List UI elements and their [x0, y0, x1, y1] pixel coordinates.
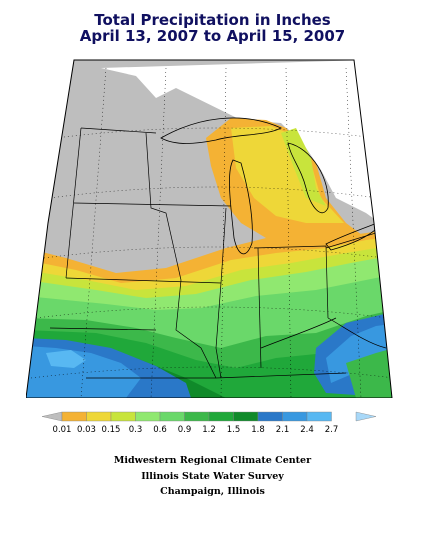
- legend-swatch: [208, 411, 234, 422]
- legend-labels: 0.01 0.03 0.15 0.3 0.6 0.9 1.2 1.5 1.8 2.1 2.4 2.7: [53, 425, 339, 435]
- legend-label: 1.5: [227, 425, 241, 435]
- legend-label: 0.9: [178, 425, 192, 435]
- legend-swatch: [233, 411, 259, 422]
- legend-swatch: [257, 411, 283, 422]
- legend-label: 0.15: [102, 425, 121, 435]
- map-title: Total Precipitation in Inches: [94, 11, 331, 29]
- legend-swatch: [306, 411, 332, 422]
- legend-swatch: [41, 411, 63, 422]
- canada-blank: [101, 60, 392, 238]
- legend-swatch: [135, 411, 161, 422]
- lake-michigan: [229, 159, 253, 255]
- lake-superior: [160, 117, 282, 144]
- se-green: [346, 346, 392, 398]
- legend-label: 2.1: [276, 425, 290, 435]
- legend-swatch: [159, 411, 185, 422]
- legend-swatch: [184, 411, 210, 422]
- legend-label: 0.6: [153, 425, 167, 435]
- legend-swatch: [61, 411, 87, 422]
- legend-swatch: [282, 411, 308, 422]
- color-scale-legend: 0.01 0.03 0.15 0.3 0.6 0.9 1.2 1.5 1.8 2.1 2.4 2.7: [41, 411, 377, 435]
- credit-location: Champaign, Illinois: [160, 486, 265, 497]
- sw-blue-3: [46, 350, 86, 368]
- credit-organization: Midwestern Regional Climate Center: [113, 455, 312, 466]
- legend-swatch: [355, 411, 377, 422]
- graticule: [30, 67, 392, 398]
- legend-label: 2.4: [300, 425, 314, 435]
- legend-swatches: [41, 411, 377, 422]
- map-date-range: April 13, 2007 to April 15, 2007: [79, 27, 346, 45]
- state-borders: [49, 127, 387, 379]
- michigan-band-lime: [281, 128, 326, 206]
- legend-label: 0.03: [77, 425, 96, 435]
- legend-label: 0.01: [53, 425, 72, 435]
- credit-agency: Illinois State Water Survey: [141, 471, 284, 482]
- legend-label: 1.8: [251, 425, 265, 435]
- legend-label: 2.7: [325, 425, 339, 435]
- legend-label: 1.2: [202, 425, 216, 435]
- precipitation-map: [26, 48, 401, 398]
- legend-swatch: [86, 411, 112, 422]
- map-border: [26, 59, 393, 398]
- lake-huron: [287, 142, 329, 214]
- legend-label: 0.3: [129, 425, 143, 435]
- se-blue-2: [326, 323, 392, 383]
- legend-swatch: [110, 411, 136, 422]
